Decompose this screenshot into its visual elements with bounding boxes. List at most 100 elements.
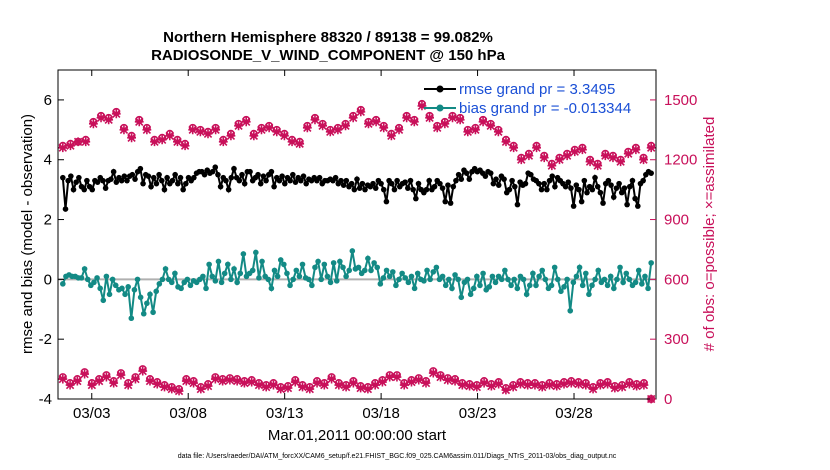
x-axis-label: Mar.01,2011 00:00:00 start [268,427,447,444]
obs-assimilated-point [595,380,605,390]
obs-assimilated-point [450,376,460,386]
y-axis-right: 0 300 600 900 1200 1500 [650,92,697,408]
bias-point [119,285,125,292]
obs-assimilated-point [417,101,427,111]
rmse-point [616,180,622,187]
obs-assimilated-point [123,380,133,390]
rmse-point [493,176,499,182]
rmse-point [423,186,430,193]
y2-tick-label: 600 [664,271,689,288]
rmse-point [81,186,88,193]
obs-assimilated-point [425,113,434,123]
obs-assimilated-point [465,381,474,391]
bias-point [240,251,247,257]
obs-assimilated-point [617,382,627,392]
obs-assimilated-point [145,376,155,386]
bias-point [399,270,405,277]
obs-assimilated-point [249,131,259,141]
y2-axis-label: # of obs: o=possible; ×=assimilated [701,117,718,352]
bias-point [256,275,262,281]
bias-point [383,267,390,274]
bias-point [371,260,377,266]
rmse-point [338,177,344,184]
bias-point [604,282,611,289]
bias-point [293,267,300,274]
bias-point [405,279,412,286]
rmse-point [225,186,232,193]
obs-assimilated-point [394,125,404,135]
rmse-point [362,186,368,193]
obs-assimilated-point [276,384,286,394]
bias-point [299,261,306,268]
obs-assimilated-point [593,161,603,171]
obs-assimilated-point [421,378,431,388]
rmse-point [65,177,71,184]
rmse-series [60,164,654,212]
plot-background [58,70,656,399]
bias-point [172,270,178,277]
obs-assimilated-point [632,381,642,391]
y-tick-label: 6 [44,92,52,109]
rmse-point [62,206,69,212]
rmse-point [215,171,221,178]
bias-point [237,270,244,277]
bias-point [60,281,66,287]
bias-point [178,285,184,292]
bias-point [321,261,328,268]
bias-point [128,315,135,322]
bias-point [125,284,131,290]
rmse-point [303,180,309,187]
obs-assimilated-point [111,109,121,119]
obs-assimilated-point [566,378,576,388]
obs-assimilated-point [88,119,98,129]
rmse-point [490,180,497,187]
bias-point [168,279,175,286]
obs-assimilated-point [455,115,465,125]
rmse-point [538,186,545,193]
bias-point [523,291,530,298]
rmse-point [348,180,355,187]
bias-point [134,276,141,283]
rmse-point [565,179,572,185]
bias-point [184,276,191,283]
x-axis: 03/03 03/08 03/13 03/18 03/23 03/28 [73,70,593,422]
rmse-point [76,174,82,181]
bias-point [414,270,421,277]
obs-assimilated-point [623,149,633,159]
obs-assimilated-point [585,157,595,167]
bias-point [150,309,156,316]
bias-point [617,264,623,271]
x-tick-label: 03/23 [459,405,497,422]
rmse-point [281,180,288,187]
bias-point [315,258,321,265]
bias-point [277,257,284,263]
bias-point [218,279,225,286]
rmse-point [378,180,384,187]
rmse-point [613,185,620,191]
bias-point [109,276,116,283]
obs-assimilated-point [269,380,278,390]
bias-point [112,282,119,289]
bias-point [187,282,194,289]
rmse-point [236,177,243,184]
legend-rmse-marker [436,85,444,93]
rmse-point [458,176,465,182]
obs-assimilated-point [65,380,75,390]
obs-assimilated-point [283,383,293,393]
rmse-point [648,170,654,176]
bias-point [305,276,312,283]
rmse-point [300,173,307,179]
obs-assimilated-point [211,125,221,135]
rmse-point [100,177,106,184]
obs-assimilated-point [486,121,496,131]
rmse-point [180,186,186,193]
obs-assimilated-point [218,376,228,386]
rmse-point [145,173,152,179]
obs-assimilated-point [402,113,412,123]
obs-assimilated-point [348,378,358,388]
bias-point [159,276,166,283]
obs-assimilated-point [226,131,236,141]
rmse-point [177,174,184,181]
bias-point [365,255,371,262]
obs-assimilated-point [608,153,618,163]
